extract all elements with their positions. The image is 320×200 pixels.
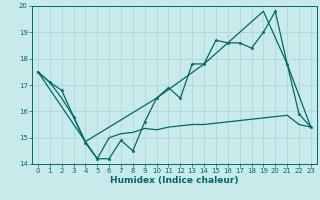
X-axis label: Humidex (Indice chaleur): Humidex (Indice chaleur) [110, 176, 239, 185]
